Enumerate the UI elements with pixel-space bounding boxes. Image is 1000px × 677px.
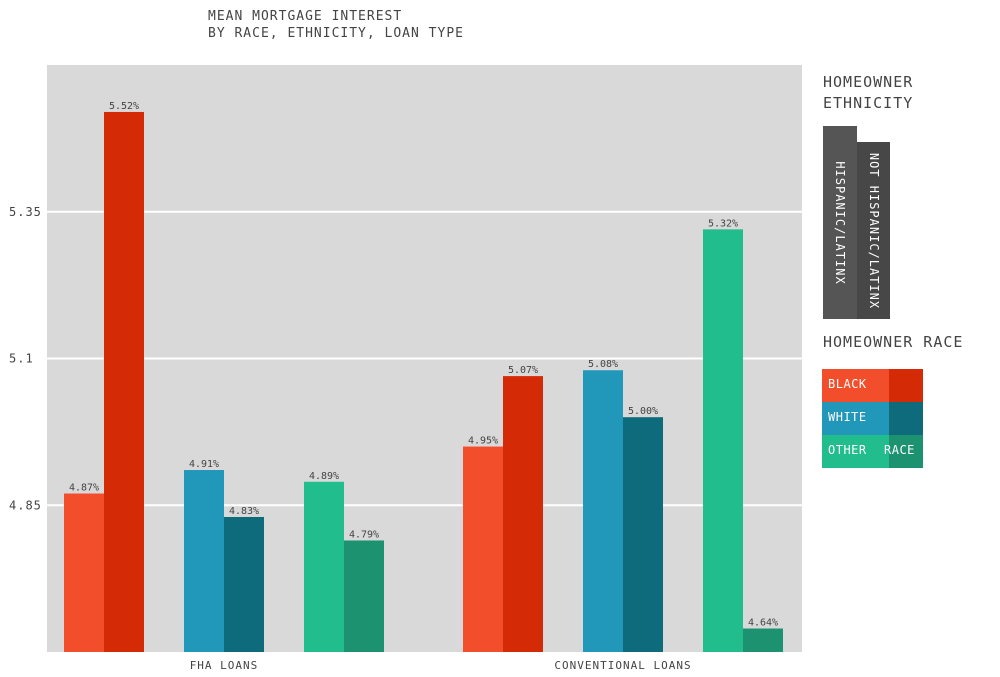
bar	[64, 493, 104, 652]
legend-race-other: OTHER RACE	[822, 435, 923, 468]
bar-value-label: 4.89%	[309, 471, 339, 482]
legend-other-not-hispanic-swatch	[889, 435, 923, 468]
bar	[344, 540, 384, 652]
legend-black-label: BLACK	[828, 377, 867, 391]
x-category-label: CONVENTIONAL LOANS	[554, 659, 691, 672]
gridlines	[47, 210, 802, 507]
bar	[304, 481, 344, 652]
legend-white-label: WHITE	[828, 410, 867, 424]
chart-title: MEAN MORTGAGE INTEREST BY RACE, ETHNICITY…	[208, 8, 464, 42]
bar	[184, 470, 224, 652]
legend-white-not-hispanic-swatch	[889, 402, 923, 435]
bar-value-label: 5.32%	[708, 218, 738, 229]
race-legend-title: HOMEOWNER RACE	[823, 333, 964, 351]
bar-value-label: 4.95%	[468, 436, 498, 447]
bar-value-label: 5.00%	[628, 406, 658, 417]
y-tick-label: 5.35	[9, 205, 42, 219]
legend-white-hispanic-swatch	[822, 402, 889, 435]
legend-hispanic-swatch: HISPANIC/LATINX	[823, 126, 857, 319]
legend-other-label-2: RACE	[884, 443, 915, 457]
bar	[224, 516, 264, 652]
bar-value-label: 4.83%	[229, 506, 259, 517]
legend-black-hispanic-swatch	[822, 369, 889, 402]
bar-chart: 4.85 5.1 5.35 4.87% 5.52% 4.91% 4.83% 4.89% 4.7…	[9, 65, 802, 672]
y-tick-label: 4.85	[9, 498, 42, 512]
bar	[623, 417, 663, 652]
ethnicity-title-line-2: ETHNICITY	[823, 94, 914, 112]
legend-not-hispanic-label: NOT HISPANIC/LATINX	[866, 152, 881, 309]
bar	[503, 376, 543, 652]
bar	[104, 111, 144, 652]
legend-other-hispanic-swatch	[822, 435, 889, 468]
legend-other-label: OTHER	[828, 443, 867, 457]
ethnicity-legend-title: HOMEOWNER ETHNICITY	[823, 72, 913, 114]
bar	[703, 229, 743, 653]
legend-black-not-hispanic-swatch	[889, 369, 923, 402]
bars: 4.87% 5.52% 4.91% 4.83% 4.89% 4.79% 4.95% 5.07%…	[64, 101, 783, 653]
bar	[583, 370, 623, 652]
title-line-2: BY RACE, ETHNICITY, LOAN TYPE	[208, 26, 464, 41]
bar-value-label: 4.79%	[349, 529, 379, 540]
bar-value-label: 5.08%	[588, 359, 618, 370]
legend-hispanic-label: HISPANIC/LATINX	[833, 160, 847, 285]
bar-value-label: 5.07%	[508, 365, 538, 376]
legend-not-hispanic-swatch: NOT HISPANIC/LATINX	[857, 142, 890, 319]
y-tick-label: 5.1	[9, 352, 34, 366]
bar-value-label: 4.64%	[748, 618, 778, 629]
title-line-1: MEAN MORTGAGE INTEREST	[208, 9, 403, 24]
bar	[463, 446, 503, 652]
bar-value-label: 5.52%	[109, 101, 139, 112]
bar	[743, 628, 783, 652]
legend-race-black: BLACK	[822, 369, 923, 402]
x-axis-labels: FHA LOANS CONVENTIONAL LOANS	[190, 659, 691, 672]
y-axis-ticks: 4.85 5.1 5.35	[9, 205, 42, 513]
bar-value-label: 4.91%	[189, 459, 219, 470]
x-category-label: FHA LOANS	[190, 659, 259, 672]
legend-race-white: WHITE	[822, 402, 923, 435]
bar-value-label: 4.87%	[69, 483, 99, 494]
ethnicity-title-line-1: HOMEOWNER	[823, 73, 914, 91]
